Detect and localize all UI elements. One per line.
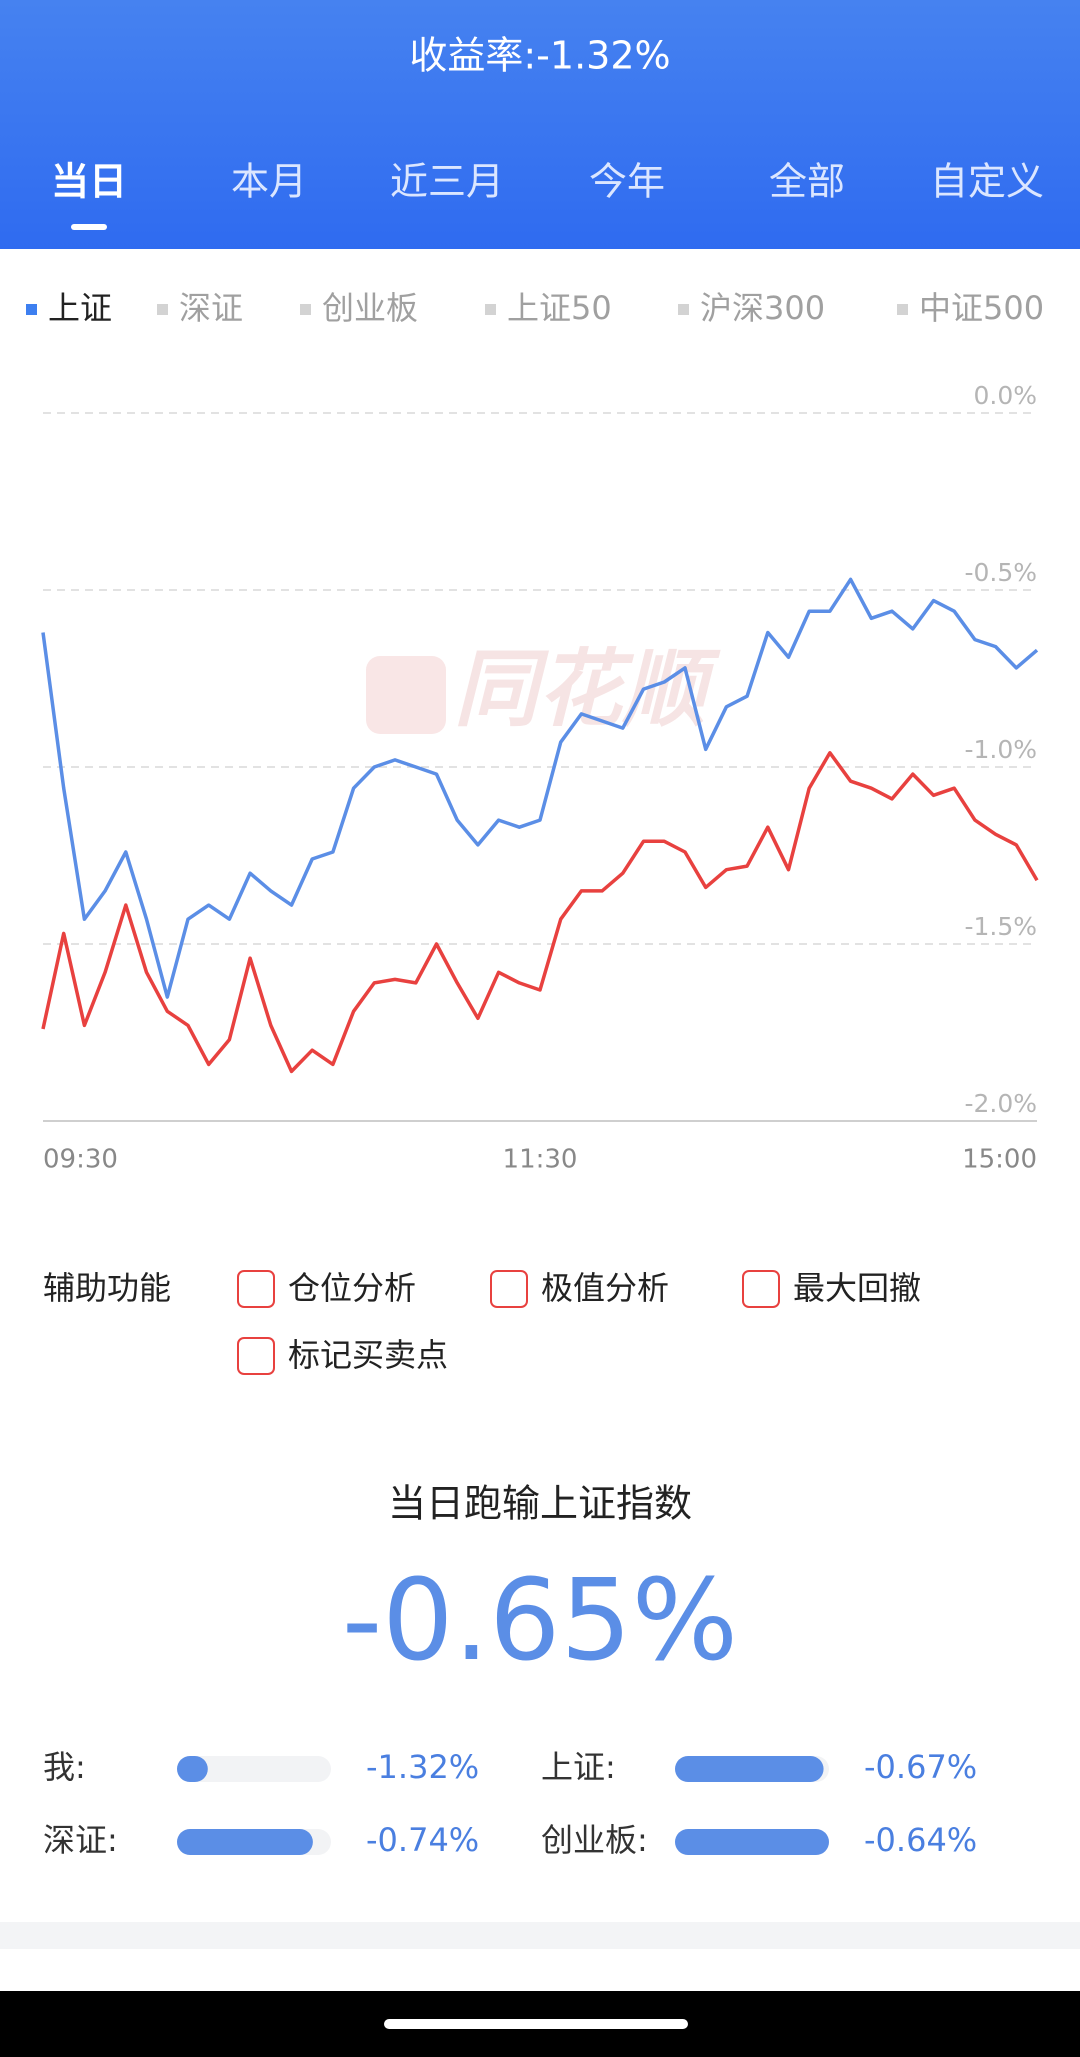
stat-value: -0.67% (864, 1748, 977, 1786)
tab[interactable]: 近三月 (390, 160, 504, 204)
legend-label[interactable]: 深证 (179, 289, 243, 327)
y-tick-label: -1.0% (964, 735, 1037, 764)
header-title: 收益率:-1.32% (409, 34, 670, 78)
stat-label: 创业板: (541, 1821, 648, 1859)
tab[interactable]: 自定义 (930, 160, 1044, 204)
tools-label: 辅助功能 (43, 1269, 171, 1307)
watermark-logo (366, 656, 446, 734)
stat-label: 深证: (43, 1821, 118, 1859)
stat-bar (177, 1829, 313, 1855)
stat-bar (675, 1829, 829, 1855)
x-tick-label: 15:00 (962, 1145, 1037, 1175)
stat-track (177, 1756, 331, 1782)
stat-bar (177, 1756, 208, 1782)
x-tick-label: 09:30 (43, 1145, 118, 1175)
tab-indicator (71, 224, 107, 230)
legend-label[interactable]: 沪深300 (700, 289, 825, 327)
legend-label[interactable]: 上证50 (507, 289, 612, 327)
x-tick-label: 11:30 (503, 1145, 578, 1175)
tab[interactable]: 全部 (769, 160, 845, 204)
stat-label: 我: (43, 1748, 86, 1786)
legend-swatch[interactable] (678, 304, 689, 315)
checkbox[interactable] (237, 1337, 275, 1375)
checkbox-label[interactable]: 标记买卖点 (288, 1336, 448, 1374)
y-tick-label: -0.5% (964, 558, 1037, 587)
series-line (41, 751, 1039, 1074)
checkbox[interactable] (237, 1270, 275, 1308)
checkbox-label[interactable]: 极值分析 (541, 1269, 669, 1307)
summary-title: 当日跑输上证指数 (388, 1482, 692, 1526)
series-line (41, 577, 1039, 999)
legend-swatch[interactable] (157, 304, 168, 315)
stat-value: -1.32% (366, 1748, 479, 1786)
checkbox[interactable] (490, 1270, 528, 1308)
legend-swatch[interactable] (897, 304, 908, 315)
legend-swatch[interactable] (26, 304, 37, 315)
stat-bar (675, 1756, 824, 1782)
y-tick-label: -1.5% (964, 912, 1037, 941)
summary-value: -0.65% (342, 1556, 738, 1686)
watermark: 同花顺 (454, 640, 721, 738)
stat-value: -0.64% (864, 1821, 977, 1859)
checkbox[interactable] (742, 1270, 780, 1308)
y-tick-label: -2.0% (964, 1089, 1037, 1118)
header-bg (0, 0, 1080, 249)
legend-label[interactable]: 中证500 (919, 289, 1044, 327)
y-tick-label: 0.0% (973, 381, 1037, 410)
divider (0, 1922, 1080, 1949)
legend-label[interactable]: 创业板 (322, 289, 418, 327)
legend-swatch[interactable] (485, 304, 496, 315)
checkbox-label[interactable]: 最大回撤 (793, 1269, 921, 1307)
stat-value: -0.74% (366, 1821, 479, 1859)
checkbox-label[interactable]: 仓位分析 (288, 1269, 416, 1307)
stat-label: 上证: (541, 1748, 616, 1786)
legend-label[interactable]: 上证 (48, 289, 112, 327)
home-indicator (384, 2019, 688, 2029)
tab[interactable]: 当日 (51, 160, 127, 204)
tab[interactable]: 本月 (231, 160, 307, 204)
legend-swatch[interactable] (300, 304, 311, 315)
tab[interactable]: 今年 (589, 160, 665, 204)
